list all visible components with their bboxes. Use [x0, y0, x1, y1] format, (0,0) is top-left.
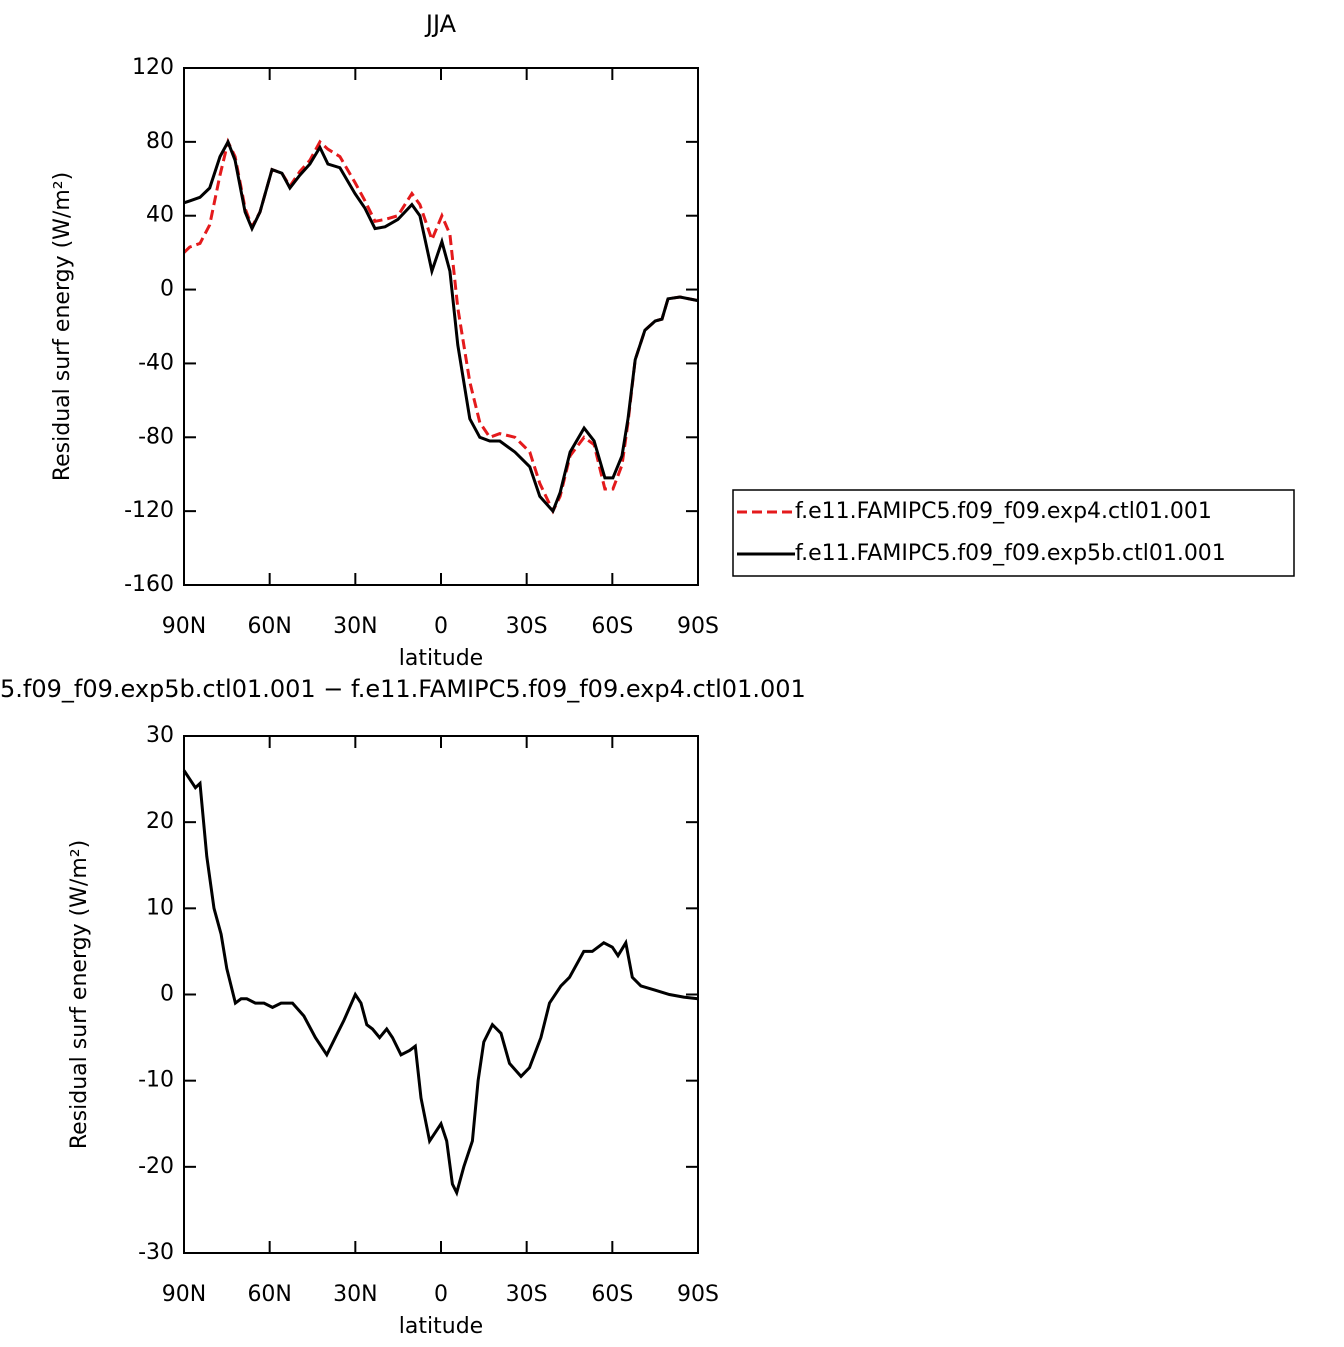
- legend-label: f.e11.FAMIPC5.f09_f09.exp5b.ctl01.001: [795, 541, 1226, 566]
- x-tick-label: 90N: [162, 614, 206, 639]
- x-tick-label: 60S: [591, 614, 633, 639]
- x-tick-label: 30N: [333, 614, 377, 639]
- x-tick-label: 0: [434, 614, 448, 639]
- x-tick-label: 30S: [506, 1282, 548, 1307]
- y-tick-label: 0: [160, 982, 174, 1007]
- x-tick-label: 30S: [506, 614, 548, 639]
- legend-box: [732, 489, 1295, 577]
- y-tick-label: -40: [138, 350, 174, 375]
- y-tick-label: -20: [138, 1154, 174, 1179]
- x-tick-label: 90S: [677, 614, 719, 639]
- x-tick-label: 30N: [333, 1282, 377, 1307]
- y-axis-label: Residual surf energy (W/m²): [67, 840, 92, 1149]
- x-axis-label: latitude: [399, 646, 483, 671]
- y-tick-label: 80: [146, 129, 174, 154]
- x-axis-label: latitude: [399, 1314, 483, 1339]
- legend-label: f.e11.FAMIPC5.f09_f09.exp4.ctl01.001: [795, 499, 1212, 524]
- chart-title: 5.f09_f09.exp5b.ctl01.001 − f.e11.FAMIPC…: [0, 675, 806, 703]
- x-tick-label: 90S: [677, 1282, 719, 1307]
- x-tick-label: 60N: [247, 1282, 291, 1307]
- y-tick-label: 40: [146, 203, 174, 228]
- x-tick-label: 60N: [247, 614, 291, 639]
- y-tick-label: -30: [138, 1240, 174, 1265]
- y-tick-label: 10: [146, 895, 174, 920]
- chart-title: JJA: [424, 10, 457, 38]
- y-tick-label: 120: [132, 55, 174, 80]
- y-tick-label: -10: [138, 1068, 174, 1093]
- line-series: [183, 138, 699, 514]
- plot-frame: [183, 735, 699, 1254]
- x-tick-label: 90N: [162, 1282, 206, 1307]
- y-tick-label: -160: [124, 572, 174, 597]
- x-tick-label: 0: [434, 1282, 448, 1307]
- y-tick-label: 30: [146, 723, 174, 748]
- line-series: [182, 769, 699, 1197]
- y-tick-label: -120: [124, 498, 174, 523]
- y-tick-label: 20: [146, 809, 174, 834]
- plot-frame: [183, 67, 699, 586]
- y-tick-label: 0: [160, 277, 174, 302]
- x-tick-label: 60S: [591, 1282, 633, 1307]
- y-axis-label: Residual surf energy (W/m²): [50, 172, 75, 481]
- y-tick-label: -80: [138, 424, 174, 449]
